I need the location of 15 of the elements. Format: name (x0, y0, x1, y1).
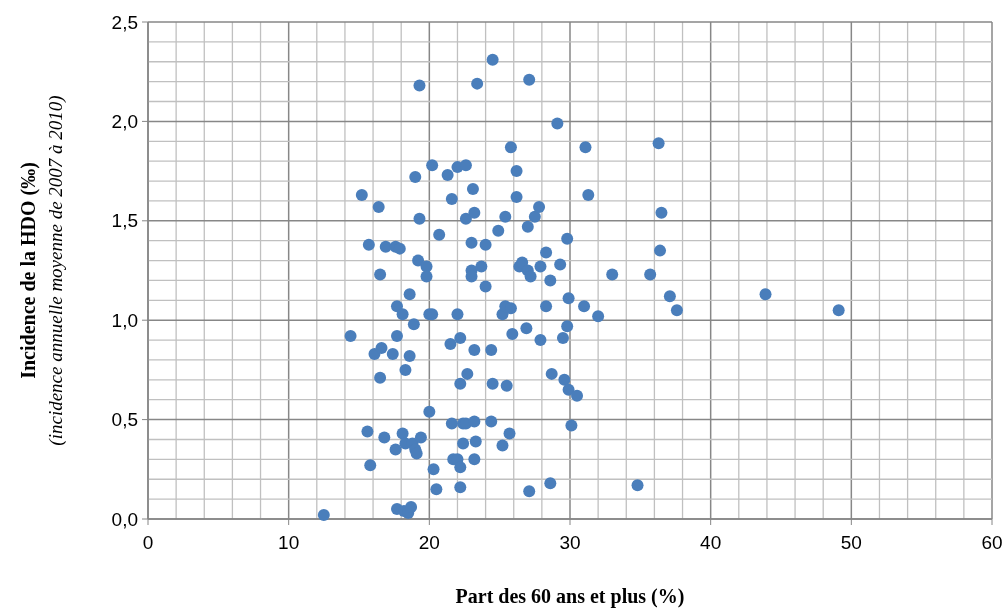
y-tick-label: 1,5 (111, 210, 138, 232)
x-tick-label: 30 (559, 532, 581, 553)
y-tick-label: 2,0 (111, 111, 138, 133)
y-tick-label: 2,5 (111, 11, 138, 33)
x-tick-label: 20 (418, 532, 440, 553)
x-tick-label: 40 (700, 532, 722, 553)
y-tick-label: 0,5 (111, 409, 138, 431)
y-tick-label: 0,0 (111, 508, 138, 530)
x-tick-label: 10 (278, 532, 300, 553)
x-axis-title: Part des 60 ans et plus (%) (455, 585, 685, 608)
y-tick-label: 1,0 (111, 309, 138, 331)
x-tick-label: 0 (142, 532, 154, 553)
x-tick-label: 60 (981, 532, 1003, 553)
y-axis-title: Incidence de la HDO (‰) (incidence annuelle moyenne de 2007 à 2010) (17, 95, 67, 446)
x-tick-label: 50 (840, 532, 862, 553)
